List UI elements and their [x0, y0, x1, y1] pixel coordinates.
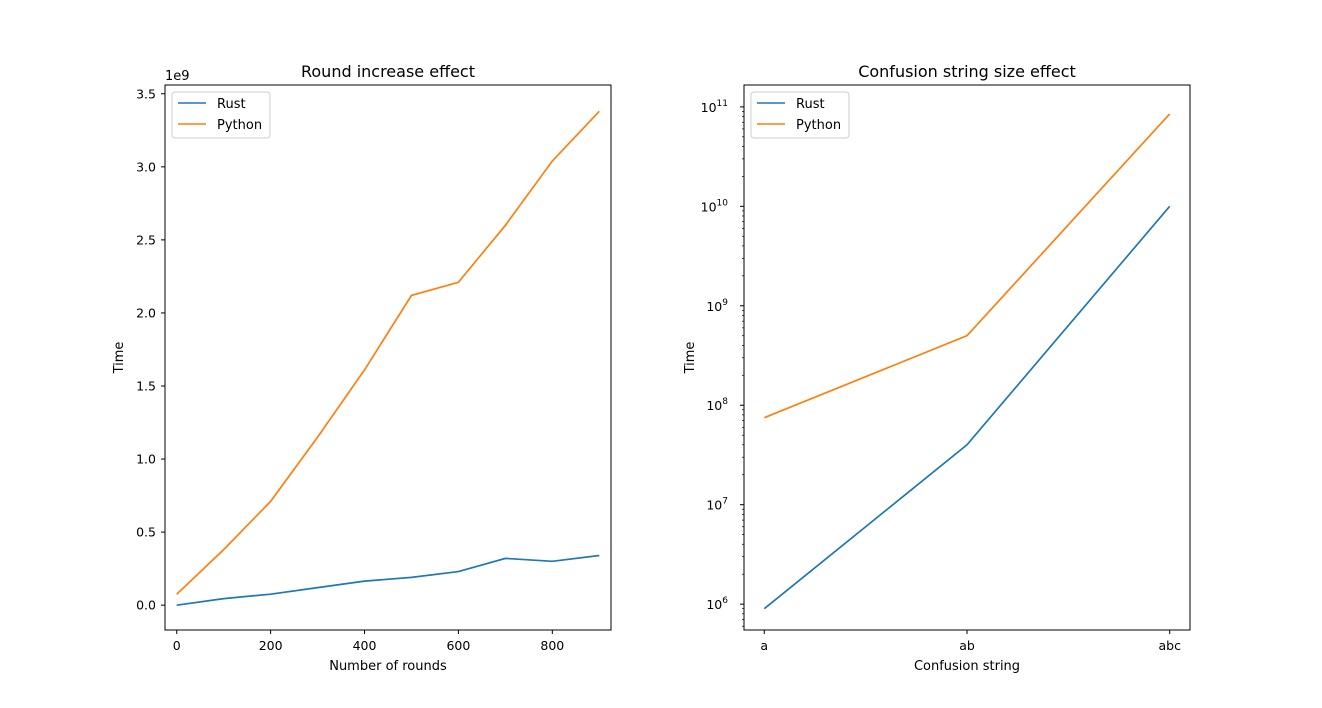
- series-line-python: [176, 110, 600, 595]
- x-tick-label: a: [760, 638, 768, 653]
- y-tick-label: 1011: [701, 99, 728, 115]
- chart-title: Round increase effect: [301, 62, 475, 81]
- y-tick-label: 2.5: [136, 232, 156, 247]
- legend: Rust Python: [750, 91, 850, 139]
- y-tick-label: 1.5: [136, 378, 156, 393]
- legend: Rust Python: [171, 91, 271, 139]
- chart-confusion-string: Confusion string size effect Confusion s…: [683, 62, 1191, 674]
- x-tick-label: 400: [353, 638, 377, 653]
- x-tick-label: 200: [259, 638, 283, 653]
- y-tick-label: 108: [706, 397, 728, 413]
- x-tick-label: abc: [1158, 638, 1181, 653]
- y-tick-label: 1010: [701, 198, 729, 214]
- x-tick-label: ab: [959, 638, 975, 653]
- y-axis-label: Time: [112, 342, 127, 375]
- y-tick-label: 0.5: [136, 525, 156, 540]
- x-tick-label: 0: [173, 638, 181, 653]
- x-tick-label: 600: [446, 638, 470, 653]
- y-tick-label: 107: [706, 497, 728, 513]
- chart-round-increase: Round increase effect Number of rounds T…: [112, 62, 612, 674]
- series-line-rust: [176, 554, 600, 607]
- chart-title: Confusion string size effect: [858, 62, 1076, 81]
- series-group: [763, 113, 1171, 610]
- series-line-python: [763, 113, 1171, 419]
- legend-label: Rust: [217, 97, 246, 112]
- y-tick-label: 2.0: [136, 305, 156, 320]
- x-axis-label: Confusion string: [914, 659, 1020, 674]
- axes-frame: [743, 84, 1191, 631]
- y-axis-label: Time: [683, 342, 698, 375]
- x-tick-label: 800: [540, 638, 564, 653]
- y-tick-label: 3.5: [136, 86, 156, 101]
- y-tick-label: 109: [706, 298, 728, 314]
- tick-group: 0 200 400 600 800 0.0 0.5 1.0 1.5 2.0 2.5 3.0 3.5: [136, 86, 564, 653]
- series-line-rust: [763, 205, 1171, 610]
- tick-group: a ab abc 106 107 108 109 1010 1011: [701, 99, 1181, 653]
- y-tick-label: 106: [706, 596, 728, 612]
- legend-label: Python: [217, 118, 262, 133]
- y-offset-label: 1e9: [165, 69, 190, 84]
- y-tick-label: 0.0: [136, 598, 156, 613]
- legend-label: Rust: [796, 97, 825, 112]
- axes-frame: [164, 84, 612, 631]
- y-tick-label: 1.0: [136, 452, 156, 467]
- series-group: [176, 110, 600, 607]
- y-tick-label: 3.0: [136, 159, 156, 174]
- legend-label: Python: [796, 118, 841, 133]
- x-axis-label: Number of rounds: [329, 659, 447, 674]
